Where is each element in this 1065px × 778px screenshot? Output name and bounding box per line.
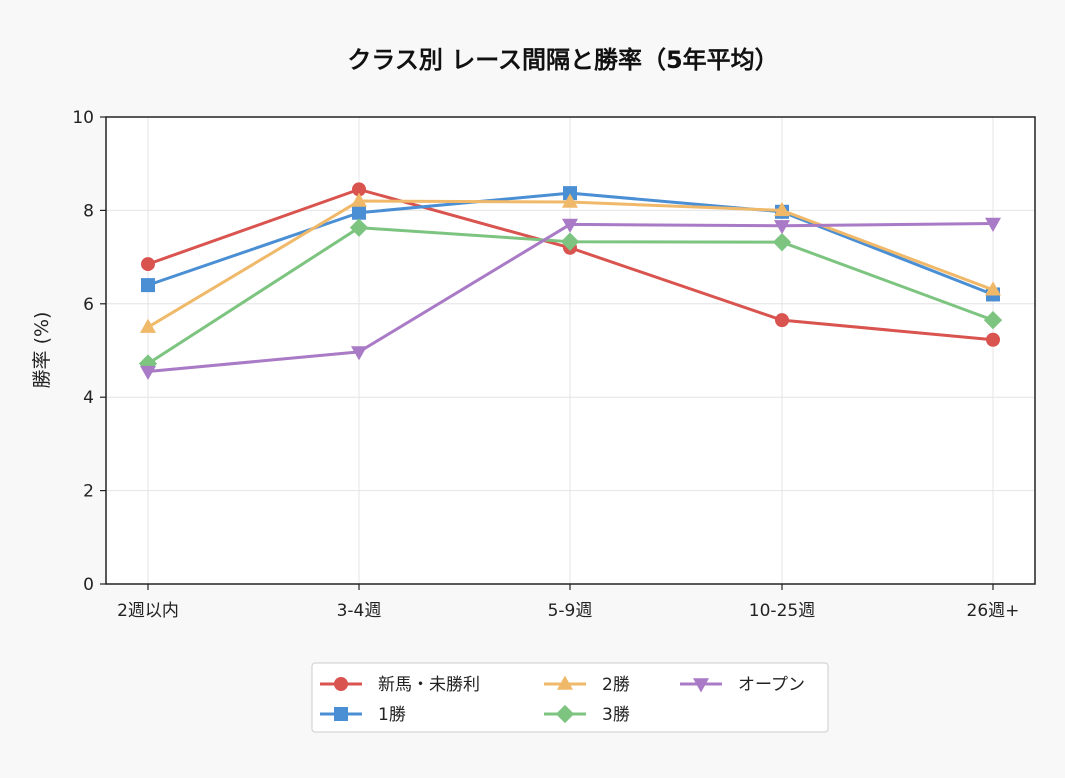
series-4 [139, 217, 1002, 381]
data-point [141, 278, 155, 293]
data-point [773, 220, 791, 235]
legend-label: オープン [738, 675, 805, 695]
legend-item: オープン [680, 675, 805, 695]
x-tick-label: 26週+ [967, 601, 1020, 621]
data-point [139, 365, 157, 381]
x-axis-ticks: 2週以内 3-4週 5-9週 10-25週 26週+ [117, 584, 1019, 621]
series-3 [138, 218, 1003, 373]
y-tick-label: 8 [83, 201, 94, 221]
legend-item: 3勝 [544, 704, 630, 725]
x-tick-label: 3-4週 [337, 601, 382, 621]
data-point [349, 218, 369, 237]
legend-label: 1勝 [378, 705, 406, 725]
x-tick-label: 2週以内 [117, 601, 179, 621]
data-point [775, 313, 789, 328]
legend-label: 2勝 [602, 675, 630, 695]
legend-marker [555, 704, 575, 724]
y-tick-label: 0 [83, 575, 94, 595]
data-point [141, 257, 155, 272]
legend-label: 3勝 [602, 705, 630, 725]
data-point [560, 232, 580, 251]
data-point [984, 217, 1002, 232]
series-2 [139, 192, 1002, 333]
legend-item: 新馬・未勝利 [320, 675, 480, 695]
y-axis-label: 勝率 (%) [31, 312, 53, 389]
y-axis-ticks: 0 2 4 6 8 10 [72, 108, 106, 595]
legend-marker [334, 677, 348, 691]
data-point [984, 281, 1002, 296]
data-point [561, 218, 579, 233]
y-tick-label: 10 [72, 108, 94, 128]
data-point [773, 201, 791, 217]
data-point [139, 318, 157, 333]
legend-marker [692, 678, 710, 693]
data-point [350, 346, 368, 361]
legend-item: 2勝 [544, 675, 630, 695]
data-point [352, 205, 366, 220]
x-tick-label: 10-25週 [749, 601, 815, 621]
chart-title: クラス別 レース間隔と勝率（5年平均） [347, 46, 778, 74]
data-point [772, 232, 792, 252]
legend-marker [556, 675, 574, 690]
data-point [350, 192, 368, 207]
legend-label: 新馬・未勝利 [378, 675, 480, 695]
y-tick-label: 4 [83, 388, 94, 408]
legend-marker [334, 707, 348, 721]
legend-item: 1勝 [320, 705, 406, 725]
series-layer [138, 182, 1003, 381]
legend: 新馬・未勝利 1勝 2勝 3勝 オープン [311, 662, 829, 733]
data-point [561, 193, 579, 208]
data-point [986, 332, 1000, 347]
x-tick-label: 5-9週 [548, 601, 593, 621]
y-tick-label: 2 [83, 482, 94, 502]
data-point [983, 310, 1003, 330]
y-tick-label: 6 [83, 295, 94, 315]
